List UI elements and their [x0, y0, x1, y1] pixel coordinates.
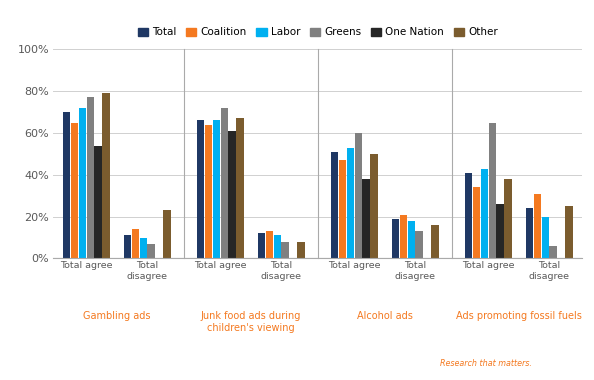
Text: Ads promoting fossil fuels: Ads promoting fossil fuels [456, 311, 582, 321]
Text: Research that matters.: Research that matters. [440, 359, 532, 368]
Text: Australia Institute: Australia Institute [424, 344, 538, 354]
Bar [355, 133, 362, 258]
Bar [282, 242, 289, 258]
Bar [481, 168, 488, 258]
Bar [473, 187, 480, 258]
Bar [497, 204, 504, 258]
Bar [533, 194, 541, 258]
Bar [415, 231, 423, 258]
Text: Alcohol ads: Alcohol ads [357, 311, 413, 321]
Bar [132, 229, 139, 258]
Bar [236, 118, 244, 258]
Bar [371, 154, 378, 258]
Bar [542, 217, 549, 258]
Bar [331, 152, 339, 258]
Bar [273, 236, 281, 258]
Bar [362, 179, 370, 258]
Bar [407, 221, 415, 258]
Bar [400, 214, 407, 258]
Bar [124, 236, 131, 258]
Bar [465, 173, 472, 258]
Bar [205, 125, 212, 258]
Bar [347, 147, 354, 258]
Bar [197, 120, 204, 258]
Bar [220, 108, 228, 258]
Bar [147, 244, 155, 258]
Bar [258, 233, 265, 258]
Bar [163, 211, 171, 258]
Bar [431, 225, 439, 258]
Bar [504, 179, 512, 258]
Text: Gambling ads: Gambling ads [83, 311, 150, 321]
Text: Junk food ads during
children's viewing: Junk food ads during children's viewing [201, 311, 301, 333]
Bar [71, 122, 78, 258]
Bar [391, 219, 399, 258]
Bar [102, 93, 110, 258]
Text: The: The [400, 344, 415, 352]
Bar [87, 97, 94, 258]
Bar [565, 206, 573, 258]
Bar [266, 231, 273, 258]
Bar [213, 120, 220, 258]
Bar [339, 160, 346, 258]
Bar [94, 146, 102, 258]
Bar [140, 238, 147, 258]
Bar [63, 112, 70, 258]
Bar [549, 246, 557, 258]
Legend: Total, Coalition, Labor, Greens, One Nation, Other: Total, Coalition, Labor, Greens, One Nat… [134, 23, 502, 41]
Bar [229, 131, 236, 258]
Bar [78, 108, 86, 258]
Bar [297, 242, 305, 258]
Bar [488, 122, 496, 258]
Bar [526, 208, 533, 258]
